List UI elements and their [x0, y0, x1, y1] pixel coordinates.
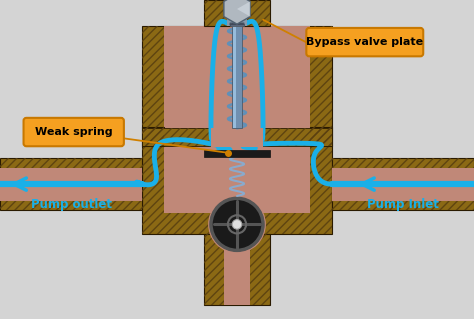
FancyBboxPatch shape	[204, 0, 270, 26]
FancyBboxPatch shape	[310, 127, 332, 146]
FancyBboxPatch shape	[24, 118, 124, 146]
Text: Bypass valve plate: Bypass valve plate	[306, 37, 423, 47]
Text: Pump outlet: Pump outlet	[31, 198, 112, 211]
FancyBboxPatch shape	[0, 167, 142, 201]
FancyBboxPatch shape	[142, 26, 332, 234]
Circle shape	[208, 196, 266, 253]
Text: Pump Inlet: Pump Inlet	[367, 198, 438, 211]
Text: Weak spring: Weak spring	[35, 127, 112, 137]
FancyBboxPatch shape	[233, 23, 236, 128]
FancyBboxPatch shape	[0, 158, 142, 210]
Circle shape	[211, 198, 263, 250]
FancyBboxPatch shape	[164, 26, 310, 212]
FancyBboxPatch shape	[232, 23, 242, 128]
FancyBboxPatch shape	[332, 167, 474, 201]
Polygon shape	[237, 1, 250, 17]
Circle shape	[232, 219, 242, 229]
FancyBboxPatch shape	[211, 128, 263, 147]
FancyBboxPatch shape	[332, 158, 474, 210]
FancyBboxPatch shape	[224, 234, 250, 305]
FancyBboxPatch shape	[142, 127, 164, 146]
FancyBboxPatch shape	[306, 28, 423, 56]
FancyBboxPatch shape	[204, 234, 270, 305]
FancyBboxPatch shape	[227, 0, 247, 26]
FancyBboxPatch shape	[142, 128, 332, 146]
Polygon shape	[224, 0, 250, 24]
FancyBboxPatch shape	[230, 24, 244, 26]
FancyBboxPatch shape	[204, 150, 270, 157]
